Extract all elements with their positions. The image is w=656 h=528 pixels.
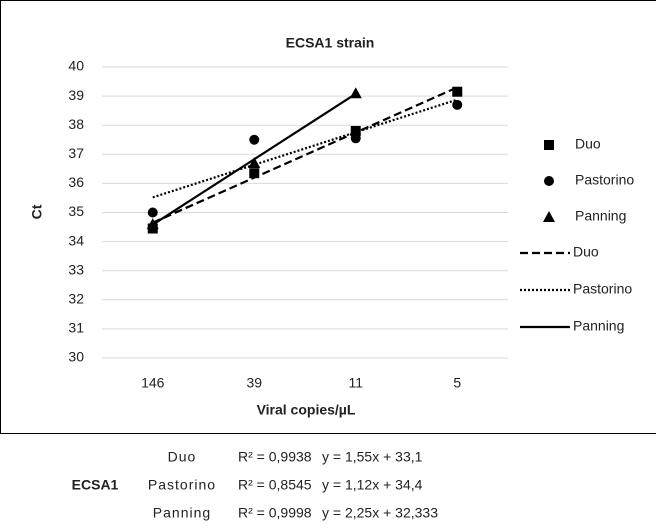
table-group: ECSA1 <box>72 477 119 493</box>
y-tick-label: 40 <box>68 58 84 74</box>
table-equation: y = 1,55x + 33,1 <box>322 449 423 465</box>
y-tick-label: 31 <box>68 320 84 336</box>
y-tick-label: 32 <box>68 291 84 307</box>
legend-label: Panning <box>573 318 624 334</box>
y-axis-label: Ct <box>29 204 45 219</box>
y-tick-label: 30 <box>68 349 84 365</box>
marker-triangle <box>248 157 261 169</box>
table-name: Duo <box>168 449 197 465</box>
marker-square <box>452 86 463 97</box>
table-name: Pastorino <box>148 477 216 493</box>
x-tick-label: 39 <box>246 375 262 391</box>
marker-circle <box>249 134 260 145</box>
marker-triangle <box>146 218 159 230</box>
marker-square <box>249 168 260 179</box>
legend-label: Panning <box>575 208 626 224</box>
legend-marker <box>544 176 554 186</box>
trendline <box>152 86 458 224</box>
y-tick-label: 37 <box>68 145 84 161</box>
legend-label: Duo <box>573 244 599 260</box>
marker-circle <box>452 99 463 110</box>
legend-label: Pastorino <box>573 281 632 297</box>
y-tick-label: 33 <box>68 261 84 277</box>
chart-border <box>0 0 656 434</box>
table-r2: R² = 0,9998 <box>238 505 312 521</box>
y-tick-label: 38 <box>68 116 84 132</box>
x-tick-label: 5 <box>453 375 461 391</box>
legend-marker <box>544 140 554 150</box>
marker-circle <box>350 133 361 144</box>
legend-marker <box>543 211 555 222</box>
x-tick-label: 146 <box>141 375 165 391</box>
marker-square <box>350 126 361 137</box>
y-tick-label: 39 <box>68 87 84 103</box>
trendline <box>152 98 458 199</box>
y-tick-label: 34 <box>68 232 84 248</box>
marker-circle <box>147 207 158 218</box>
table-r2: R² = 0,9938 <box>238 449 312 465</box>
y-tick-label: 35 <box>68 203 84 219</box>
marker-triangle <box>349 87 362 99</box>
legend-label: Duo <box>575 136 601 152</box>
table-r2: R² = 0,8545 <box>238 477 312 493</box>
chart-title: ECSA1 strain <box>286 35 375 51</box>
legend-label: Pastorino <box>575 172 634 188</box>
table-name: Panning <box>153 505 211 521</box>
table-equation: y = 2,25x + 32,333 <box>322 505 438 521</box>
y-tick-label: 36 <box>68 174 84 190</box>
x-tick-label: 11 <box>348 375 363 391</box>
x-axis-label: Viral copies/µL <box>257 402 356 418</box>
table-equation: y = 1,12x + 34,4 <box>322 477 423 493</box>
